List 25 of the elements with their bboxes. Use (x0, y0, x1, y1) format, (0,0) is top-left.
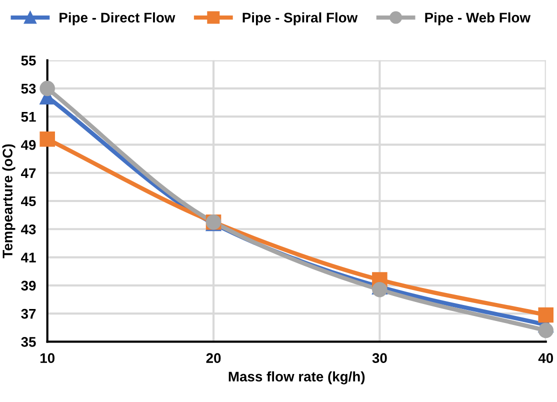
x-tick-label: 40 (538, 353, 554, 364)
x-tick-label: 10 (40, 353, 54, 364)
x-tick-label: 30 (372, 353, 387, 364)
x-tick-label: 20 (206, 353, 221, 364)
legend-label: Pipe - Direct Flow (60, 12, 176, 26)
point (372, 282, 388, 298)
y-tick-label: 47 (20, 168, 36, 178)
y-tick-label: 53 (21, 84, 36, 94)
legend-label: Pipe - Spiral Flow (242, 12, 358, 26)
y-tick-label: 55 (21, 56, 36, 66)
y-axis-title: Tempearture (oC) (2, 144, 16, 258)
y-tick-label: 43 (20, 224, 36, 234)
point (40, 80, 55, 96)
point (40, 131, 55, 147)
y-tick-label: 51 (21, 112, 36, 122)
y-tick-label: 41 (20, 252, 36, 262)
y-tick-label: 39 (21, 280, 36, 291)
y-tick-label: 49 (20, 140, 36, 150)
y-tick-label: 45 (20, 196, 36, 206)
y-tick-label: 37 (21, 308, 36, 319)
point (538, 322, 554, 338)
legend-label: Pipe - Web Flow (425, 12, 531, 26)
point (538, 307, 554, 323)
x-axis-title: Mass flow rate (kg/h) (228, 371, 365, 384)
y-tick-label: 35 (21, 337, 36, 347)
